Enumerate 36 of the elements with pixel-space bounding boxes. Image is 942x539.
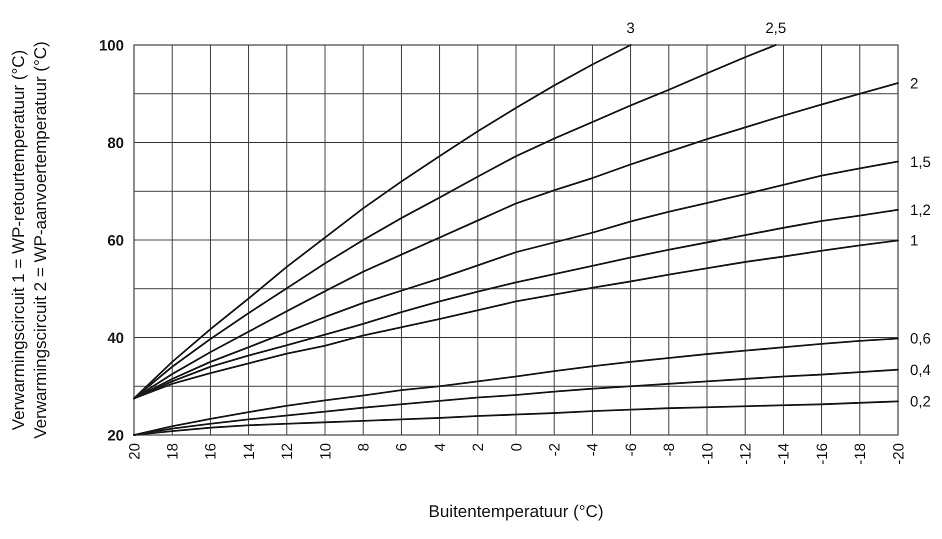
x-tick-label: 12 — [279, 443, 296, 460]
x-tick-label: 2 — [470, 443, 488, 452]
x-tick-label: -20 — [890, 443, 908, 465]
series-label: 0,2 — [910, 394, 931, 411]
x-tick-label: -18 — [852, 443, 870, 465]
y-tick-label: 40 — [107, 330, 124, 347]
x-tick-label: 14 — [240, 443, 258, 460]
x-tick-label: -12 — [737, 443, 754, 465]
x-tick-label: 16 — [202, 443, 220, 460]
y-axis-title: Verwarmingscircuit 1 = WP-retourtemperatuur (°C) Verwarmingscircuit 2 = WP-aanvoertemperatuur (°C) — [9, 41, 50, 439]
x-tick-label: 18 — [164, 443, 182, 460]
x-tick-label: 8 — [355, 443, 372, 452]
series-label: 2,5 — [765, 20, 786, 37]
x-tick-label: 6 — [394, 443, 411, 452]
x-tick-label: 20 — [126, 443, 144, 460]
series-label: 1,2 — [910, 202, 931, 220]
x-tick-label: -6 — [622, 443, 640, 456]
x-tick-label: 4 — [432, 443, 449, 452]
y-tick-label: 100 — [98, 37, 124, 54]
series-label: 0,6 — [910, 330, 931, 348]
x-tick-label: -16 — [814, 443, 831, 465]
x-tick-label: -4 — [584, 443, 602, 456]
x-tick-label: -10 — [699, 443, 716, 465]
x-tick-label: 10 — [317, 443, 334, 460]
series-label: 0,4 — [910, 362, 931, 379]
x-tick-label: -8 — [661, 443, 678, 456]
series-label: 1 — [910, 232, 918, 250]
series-label: 1,5 — [910, 154, 931, 171]
series-label: 2 — [910, 75, 918, 92]
y-tick-label: 80 — [107, 134, 124, 152]
x-tick-label: 0 — [508, 443, 526, 452]
x-tick-label: -14 — [776, 443, 793, 465]
x-tick-label: -2 — [546, 443, 564, 456]
series-label: 3 — [626, 20, 635, 37]
y-tick-label: 60 — [107, 232, 124, 250]
x-axis-title: Buitentemperatuur (°C) — [428, 502, 604, 521]
